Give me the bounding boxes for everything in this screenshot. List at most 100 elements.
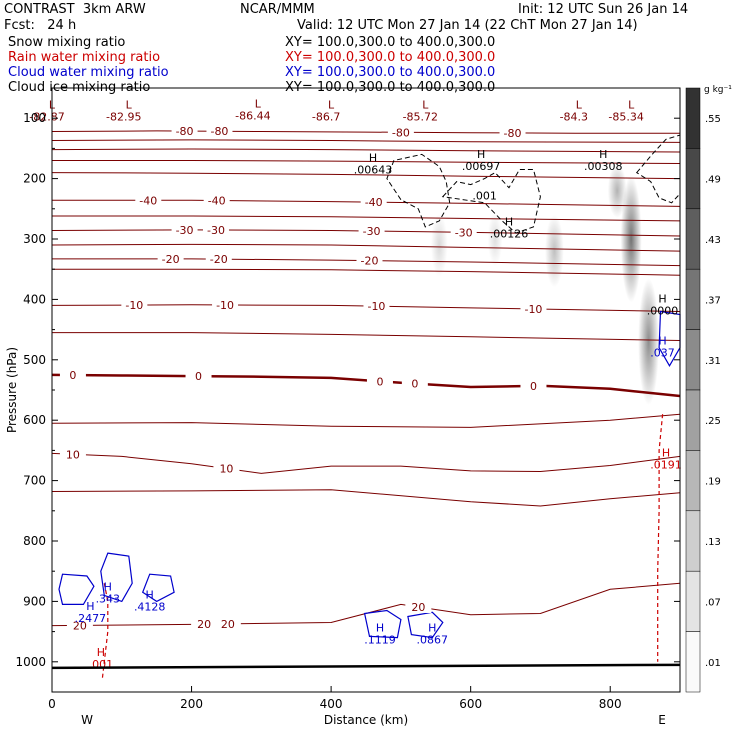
colorbar-tick-label: .49	[705, 175, 721, 186]
isotherm-label-bg	[157, 251, 184, 265]
isotherm-label: -80	[392, 126, 410, 139]
cloud-ice-shading	[430, 163, 660, 406]
isotherm-label: -40	[139, 194, 157, 207]
isotherm-label-bg	[59, 368, 86, 382]
rain-contour	[657, 414, 664, 662]
cloud-ice-shade	[607, 163, 627, 218]
isotherm-line	[52, 160, 681, 164]
colorbar-bin	[685, 87, 701, 149]
y-axis-label: Pressure (hPa)	[5, 347, 19, 433]
isotherm-line	[51, 229, 681, 237]
snow-contour	[635, 134, 681, 204]
extremum-value: -85.34	[608, 111, 643, 124]
annotation: .001	[472, 190, 497, 203]
isotherm-line	[51, 489, 681, 507]
colorbar-tick-label: .37	[705, 295, 721, 306]
extremum-marker: H	[428, 622, 436, 635]
colorbar-bin	[685, 148, 701, 210]
isotherm-label: 20	[221, 618, 235, 631]
extremum-value: .343	[96, 593, 121, 606]
org-title: NCAR/MMM	[240, 2, 315, 17]
isotherm-label-bg	[171, 124, 198, 138]
colorbar-tick-label: .55	[705, 114, 721, 125]
extremum-marker: H	[477, 148, 485, 161]
extremum-marker: L	[422, 99, 429, 112]
isotherm-label-bg	[135, 193, 162, 207]
isotherm-line	[51, 373, 681, 398]
legend-rain-xsect: XY= 100.0,300.0 to 400.0,300.0	[285, 50, 496, 65]
west-endpoint-label: W	[81, 713, 93, 727]
colorbar-bin	[685, 510, 701, 572]
y-tick-label: 400	[23, 292, 46, 306]
isotherm-label: -80	[176, 125, 194, 138]
legend-snow-xsect: XY= 100.0,300.0 to 400.0,300.0	[285, 35, 496, 50]
extremum-marker: L	[255, 97, 262, 110]
extremum-value: .00697	[462, 160, 501, 173]
extremum-value: -85.72	[403, 111, 438, 124]
colorbar-tick-label: .43	[705, 235, 721, 246]
isotherm-label: -40	[208, 195, 226, 208]
y-tick-label: 300	[23, 232, 46, 246]
isotherm-label-bg	[356, 253, 383, 267]
isotherm-label-bg	[171, 222, 198, 236]
isotherm-line	[51, 243, 681, 252]
legend-cloudwater-label: Cloud water mixing ratio	[8, 65, 169, 80]
isotherm-label: -30	[455, 226, 473, 239]
isotherm-label: -30	[176, 224, 194, 237]
colorbar-bin	[685, 268, 701, 330]
x-axis-label: Distance (km)	[324, 713, 408, 727]
cloud-water-contour	[363, 609, 402, 639]
isotherm-label: 20	[73, 619, 87, 632]
colorbar-unit: g kg⁻¹	[704, 85, 732, 95]
model-title: CONTRAST 3km ARW	[4, 2, 146, 17]
legend-snow-label: Snow mixing ratio	[8, 35, 126, 50]
x-tick-label: 400	[320, 697, 343, 711]
extremum-value: .00643	[354, 164, 393, 177]
isotherm-label: -80	[504, 127, 522, 140]
extremum-value: .2477	[75, 612, 107, 625]
isotherm-label-bg	[358, 224, 385, 238]
x-tick-label: 0	[48, 697, 56, 711]
isotherm-line	[51, 172, 681, 180]
init-time: Init: 12 UTC Sun 26 Jan 14	[518, 2, 689, 17]
extremum-marker: L	[576, 99, 583, 112]
colorbar-bin	[685, 570, 701, 632]
colorbar-bin	[685, 329, 701, 391]
isotherm-label-bg	[214, 616, 241, 630]
isotherm-label-bg	[366, 374, 393, 388]
isotherm-label-bg	[203, 193, 230, 207]
cloud-ice-shade	[544, 214, 564, 288]
y-tick-label: 200	[23, 172, 46, 186]
isotherm-label: 0	[376, 375, 383, 388]
isotherm-label-bg	[185, 369, 212, 383]
legend-cloudwater-xsect: XY= 100.0,300.0 to 400.0,300.0	[285, 65, 496, 80]
extremum-marker: L	[328, 99, 335, 112]
colorbar-tick-label: .19	[705, 477, 721, 488]
y-tick-label: 900	[23, 594, 46, 608]
isotherm-label-bg	[59, 447, 86, 461]
x-tick-label: 200	[180, 697, 203, 711]
isotherm-label: -20	[162, 253, 180, 266]
east-endpoint-label: E	[658, 713, 666, 727]
isotherm-label-bg	[213, 461, 240, 475]
isotherm-label: 0	[69, 369, 76, 382]
isotherm-label-bg	[206, 124, 233, 138]
extremum-marker: H	[146, 588, 154, 601]
isotherm-line	[52, 332, 681, 341]
y-tick-label: 100	[23, 111, 46, 125]
cloud-ice-shade	[430, 213, 448, 277]
extremum-value: -82.87	[29, 111, 64, 124]
colorbar-tick-label: .13	[705, 537, 721, 548]
extremum-marker: H	[658, 292, 666, 305]
isotherm-label-bg	[202, 223, 229, 237]
extremum-marker: H	[104, 581, 112, 594]
cloud-ice-shade	[487, 211, 503, 267]
isotherm-label: 0	[195, 370, 202, 383]
extremum-marker: L	[126, 99, 133, 112]
isotherm-label: -20	[361, 255, 379, 268]
isotherm-label: -40	[365, 196, 383, 209]
legend-rain-label: Rain water mixing ratio	[8, 50, 161, 65]
isotherm-label-bg	[360, 195, 387, 209]
